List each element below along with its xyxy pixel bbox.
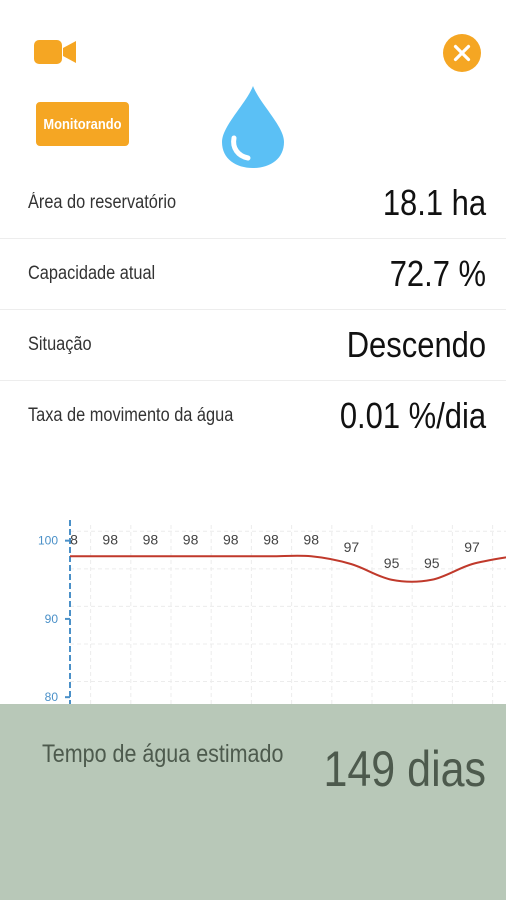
data-label: 8 xyxy=(70,531,78,547)
data-label: 95 xyxy=(424,555,440,571)
top-bar xyxy=(0,0,506,100)
info-row-water-rate: Taxa de movimento da água 0.01 %/dia xyxy=(0,381,506,451)
info-row-area: Área do reservatório 18.1 ha xyxy=(0,168,506,239)
close-button[interactable] xyxy=(443,34,481,72)
data-label: 97 xyxy=(464,539,480,555)
status-badge-label: Monitorando xyxy=(43,115,122,133)
estimate-label: Tempo de água estimado xyxy=(42,740,284,768)
y-tick-label: 90 xyxy=(45,612,59,626)
video-camera-button[interactable] xyxy=(34,38,78,66)
data-label: 97 xyxy=(344,539,360,555)
y-tick-label: 80 xyxy=(45,690,59,704)
reservoir-info-list: Área do reservatório 18.1 ha Capacidade … xyxy=(0,168,506,451)
info-value: 0.01 %/dia xyxy=(339,395,486,436)
data-label: 95 xyxy=(384,555,400,571)
data-label: 98 xyxy=(263,531,279,547)
water-drop-icon xyxy=(222,86,284,168)
info-value: Descendo xyxy=(346,324,486,365)
data-label: 98 xyxy=(303,531,319,547)
water-level-chart-svg: 10090808989898989898979595979 xyxy=(38,520,506,705)
info-value: 18.1 ha xyxy=(382,182,486,223)
data-label: 98 xyxy=(223,531,239,547)
video-camera-icon xyxy=(34,40,76,64)
info-value: 72.7 % xyxy=(389,253,486,294)
info-label: Taxa de movimento da água xyxy=(28,405,234,426)
info-label: Capacidade atual xyxy=(28,263,156,284)
data-label: 98 xyxy=(183,531,199,547)
estimate-value: 149 dias xyxy=(323,741,486,797)
info-label: Área do reservatório xyxy=(28,192,177,213)
water-level-chart: 10090808989898989898979595979 xyxy=(0,510,506,705)
data-label: 98 xyxy=(102,531,118,547)
info-label: Situação xyxy=(28,334,92,355)
status-badge: Monitorando xyxy=(36,102,129,146)
estimate-panel xyxy=(0,704,506,900)
info-row-situation: Situação Descendo xyxy=(0,310,506,381)
y-tick-label: 100 xyxy=(38,534,58,548)
data-label: 98 xyxy=(143,531,159,547)
info-row-capacity: Capacidade atual 72.7 % xyxy=(0,239,506,310)
series-line xyxy=(70,554,506,583)
close-icon xyxy=(453,44,471,62)
